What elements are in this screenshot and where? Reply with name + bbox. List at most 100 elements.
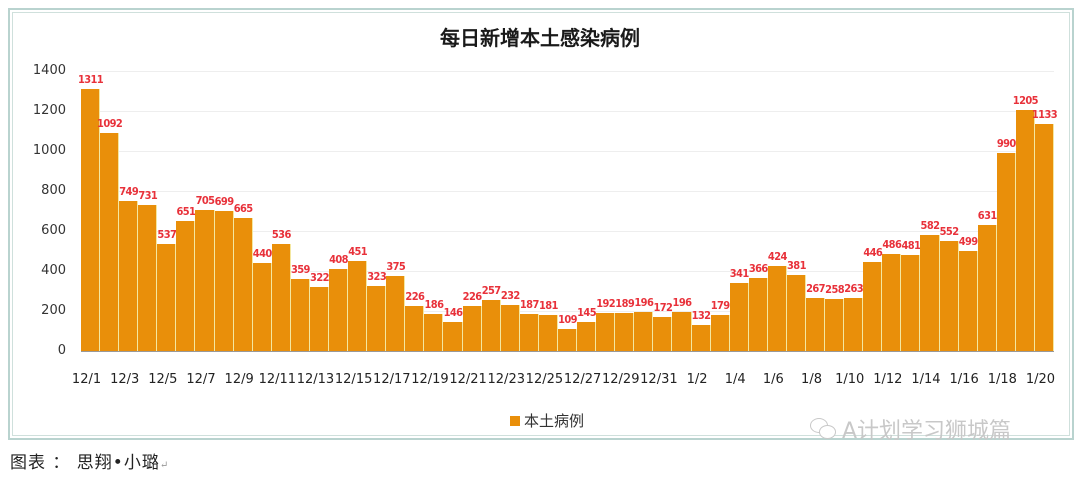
bar — [367, 286, 387, 351]
caption-text: 图表 ： 思翔•小璐 — [10, 453, 160, 473]
chart-title: 每日新增本土感染病例 — [440, 26, 640, 50]
bar — [214, 211, 234, 351]
watermark-text: A计划学习狮城篇 — [842, 419, 1012, 444]
x-tick-label: 1/10 — [835, 372, 865, 387]
bar — [958, 251, 978, 351]
y-tick-label: 1200 — [32, 103, 66, 118]
bar — [100, 132, 120, 351]
bar — [519, 313, 539, 351]
gridline — [81, 111, 1054, 112]
gridline — [81, 271, 1054, 272]
wechat-icon — [810, 418, 838, 440]
bar — [710, 315, 730, 351]
x-tick-label: 12/7 — [186, 372, 216, 387]
x-tick-label: 12/15 — [334, 372, 373, 387]
data-label: 375 — [386, 260, 406, 273]
x-tick-label: 1/8 — [801, 372, 822, 387]
x-tick-label: 12/21 — [449, 372, 487, 387]
data-label: 196 — [672, 295, 692, 309]
data-label: 196 — [634, 295, 654, 309]
y-tick-label: 600 — [41, 223, 66, 238]
x-tick-label: 1/4 — [724, 372, 746, 387]
x-tick-label: 12/27 — [563, 372, 602, 387]
data-label: 366 — [748, 261, 768, 275]
data-label: 631 — [977, 208, 997, 222]
bar — [634, 311, 654, 351]
bar — [901, 254, 921, 351]
x-tick-label: 12/9 — [224, 372, 254, 387]
x-tick-label: 12/25 — [525, 372, 564, 387]
bar — [348, 260, 368, 351]
data-label: 582 — [920, 218, 940, 232]
x-tick-label: 1/2 — [686, 372, 708, 387]
gridline — [81, 71, 1054, 72]
gridline — [81, 231, 1054, 232]
bar — [996, 153, 1016, 351]
data-label: 109 — [558, 313, 577, 327]
bar — [195, 210, 215, 351]
data-label: 257 — [481, 283, 501, 297]
data-label: 359 — [290, 263, 310, 277]
bar — [805, 297, 826, 351]
data-label: 699 — [214, 195, 234, 209]
bar — [615, 313, 635, 351]
data-label: 499 — [958, 235, 978, 249]
x-tick-label: 12/23 — [487, 372, 525, 387]
data-label: 226 — [462, 289, 482, 303]
y-tick-label: 1000 — [32, 143, 66, 158]
data-label: 226 — [405, 289, 425, 303]
data-label: 1205 — [1012, 94, 1039, 107]
data-label: 146 — [443, 305, 463, 319]
bar — [596, 312, 616, 351]
data-label: 424 — [767, 250, 787, 264]
bar — [844, 298, 864, 351]
data-label: 232 — [500, 288, 520, 302]
data-label: 186 — [424, 297, 444, 311]
x-tick-label: 12/29 — [602, 372, 640, 387]
x-tick-label: 1/12 — [873, 372, 903, 387]
x-tick-label: 1/20 — [1025, 372, 1056, 387]
y-tick-label: 200 — [41, 303, 66, 318]
x-tick-label: 12/3 — [110, 372, 140, 387]
bar — [729, 282, 749, 351]
x-axis — [81, 351, 1054, 352]
bar — [1015, 110, 1035, 351]
data-label: 552 — [939, 224, 959, 238]
data-label: 172 — [653, 300, 673, 314]
bar — [672, 311, 692, 351]
bar — [977, 224, 997, 351]
bar — [653, 316, 673, 351]
bar — [176, 220, 196, 351]
bar — [577, 322, 597, 351]
bar — [462, 305, 482, 351]
x-tick-label: 12/31 — [640, 372, 678, 387]
y-tick-label: 1400 — [32, 63, 66, 78]
data-label: 651 — [176, 204, 196, 218]
data-label: 267 — [806, 281, 825, 295]
x-tick-label: 1/6 — [762, 372, 784, 387]
data-label: 536 — [271, 227, 291, 241]
data-label: 187 — [519, 297, 539, 311]
bar — [271, 243, 291, 351]
data-label: 1311 — [77, 72, 104, 86]
bar — [119, 201, 139, 351]
x-tick-label: 12/17 — [373, 372, 411, 387]
bar — [233, 218, 253, 351]
y-tick-label: 400 — [41, 263, 66, 278]
bar — [786, 274, 806, 351]
data-label: 731 — [138, 188, 158, 202]
data-label: 381 — [787, 258, 806, 272]
legend-swatch — [510, 415, 520, 426]
bar — [863, 261, 883, 351]
data-label: 192 — [596, 296, 616, 310]
bar — [939, 240, 959, 351]
bar — [386, 276, 406, 351]
caption: 图表 ： 思翔•小璐↵ — [10, 453, 170, 473]
data-label: 132 — [691, 308, 711, 322]
bar — [157, 243, 177, 351]
x-tick-label: 1/16 — [949, 372, 979, 387]
data-label: 440 — [252, 247, 272, 260]
bar — [500, 304, 520, 351]
bar — [138, 204, 158, 351]
watermark: A计划学习狮城篇 — [810, 413, 1011, 445]
